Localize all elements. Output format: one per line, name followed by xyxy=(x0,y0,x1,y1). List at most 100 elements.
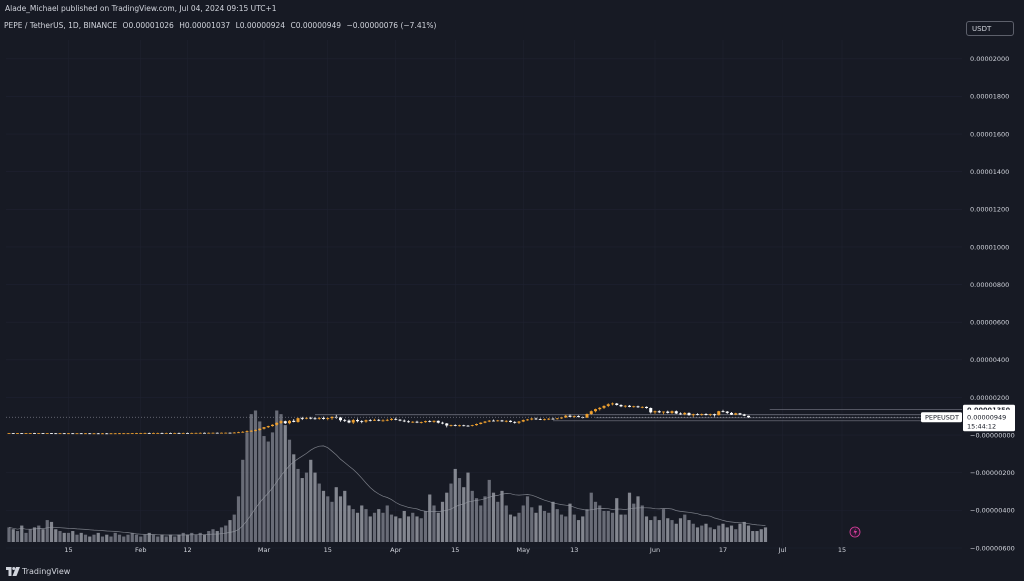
candle-body xyxy=(602,405,606,408)
candle-body xyxy=(143,433,147,434)
volume-bar xyxy=(670,520,674,542)
candle-body xyxy=(113,433,117,435)
candle-body xyxy=(88,433,92,435)
candle-body xyxy=(173,433,177,434)
volume-bar xyxy=(96,532,100,542)
volume-bar xyxy=(228,520,232,542)
volume-bar xyxy=(100,536,105,542)
candle-body xyxy=(326,418,330,419)
currency-button[interactable]: USDT xyxy=(966,21,1014,36)
last-price-tag xyxy=(963,412,1015,432)
volume-bar xyxy=(508,514,513,542)
volume-bar xyxy=(619,514,623,542)
candle-body xyxy=(381,420,385,422)
last-price-symbol-tag xyxy=(921,412,962,423)
volume-bar xyxy=(479,505,483,542)
volume-bar xyxy=(160,534,164,542)
candle-body xyxy=(517,421,521,423)
volume-bar xyxy=(279,414,283,542)
volume-bar xyxy=(326,496,330,542)
candle-body xyxy=(181,432,185,434)
candle-body xyxy=(28,433,32,434)
low-label: L xyxy=(235,21,240,30)
candle-body xyxy=(164,433,168,434)
volume-bar xyxy=(389,514,394,542)
volume-bar xyxy=(691,523,695,542)
horizontal-levels[interactable] xyxy=(315,409,962,422)
candle-body xyxy=(211,432,215,434)
volume-bar xyxy=(372,512,377,542)
volume-bar xyxy=(24,532,28,542)
symbol-name[interactable]: PEPE / TetherUS, 1D, BINANCE xyxy=(4,21,118,30)
price-chart[interactable]: 0.00002000 0.00001800 0.00001600 0.00001400… xyxy=(0,0,1024,562)
time-axis[interactable]: 15 Feb 12 Mar 15 Apr 15 May 13 Jun 17 Jul 15 xyxy=(64,546,846,554)
volume-bar xyxy=(364,509,368,542)
candle-body xyxy=(347,420,351,423)
candle-body xyxy=(402,420,406,422)
candle-body xyxy=(657,411,661,413)
volume-bar xyxy=(419,518,423,542)
candle-body xyxy=(551,418,555,420)
time-tick-label: 17 xyxy=(719,546,727,554)
lightning-icon[interactable] xyxy=(849,526,861,538)
candle-body xyxy=(428,421,432,422)
last-price-value: 0.00000949 xyxy=(967,414,1006,422)
candle-body xyxy=(708,414,712,416)
tradingview-logo-icon[interactable] xyxy=(6,567,20,576)
volume-bar xyxy=(190,532,194,542)
candle-body xyxy=(11,433,15,434)
candle-body xyxy=(271,424,274,427)
candle-body xyxy=(730,412,733,415)
volume-bar xyxy=(309,459,313,542)
candle-body xyxy=(237,432,240,434)
price-tick-label: 0.00000200 xyxy=(970,394,1009,402)
candle-body xyxy=(305,417,308,419)
candle-body xyxy=(628,405,631,407)
high-value: 0.00001037 xyxy=(184,21,231,30)
candle-body xyxy=(577,416,580,418)
volume-bar xyxy=(636,496,640,542)
volume-bar xyxy=(517,512,521,542)
candle-body xyxy=(79,433,83,435)
volume-bar xyxy=(130,532,134,542)
volume-bar xyxy=(139,536,143,542)
volume-bar xyxy=(270,432,275,542)
price-tick-label: 0.00000400 xyxy=(970,356,1009,364)
price-tags: 0.000013500.000010840.000009200.00000761… xyxy=(921,404,1015,432)
time-tick-label: 15 xyxy=(838,546,846,554)
volume-bar xyxy=(700,525,704,542)
candle-body xyxy=(198,432,202,434)
candle-body xyxy=(20,433,24,435)
candle-body xyxy=(92,433,96,435)
candle-body xyxy=(645,406,648,409)
candle-body xyxy=(713,414,716,416)
candle-body xyxy=(360,421,364,422)
candle-body xyxy=(317,417,321,419)
volume-bar xyxy=(470,490,474,542)
candle-body xyxy=(147,433,151,434)
price-axis[interactable]: 0.00002000 0.00001800 0.00001600 0.00001400… xyxy=(970,55,1015,552)
time-tick-label: 15 xyxy=(324,546,332,554)
chart-grid xyxy=(6,40,962,549)
price-tick-label: 0.00000600 xyxy=(970,319,1009,327)
time-tick-label: 15 xyxy=(64,546,72,554)
candle-body xyxy=(241,431,245,433)
volume-bar xyxy=(347,505,351,542)
open-value: 0.00001026 xyxy=(128,21,174,30)
candle-body xyxy=(555,418,559,420)
candle-body xyxy=(509,420,512,422)
volume-bar xyxy=(11,529,15,542)
candle-body xyxy=(479,422,483,425)
candle-body xyxy=(41,433,45,434)
candle-body xyxy=(339,417,342,421)
open-label: O xyxy=(122,21,129,30)
candle-body xyxy=(458,425,461,427)
candle-body xyxy=(415,421,419,423)
volume-bar xyxy=(602,510,606,542)
volume-bar xyxy=(746,525,751,542)
price-tick-label: 0.00001400 xyxy=(970,168,1009,176)
volume-bar xyxy=(751,531,755,542)
tradingview-brand[interactable]: TradingView xyxy=(22,567,71,576)
volume-bar xyxy=(466,472,470,542)
volume-bar xyxy=(738,523,742,542)
